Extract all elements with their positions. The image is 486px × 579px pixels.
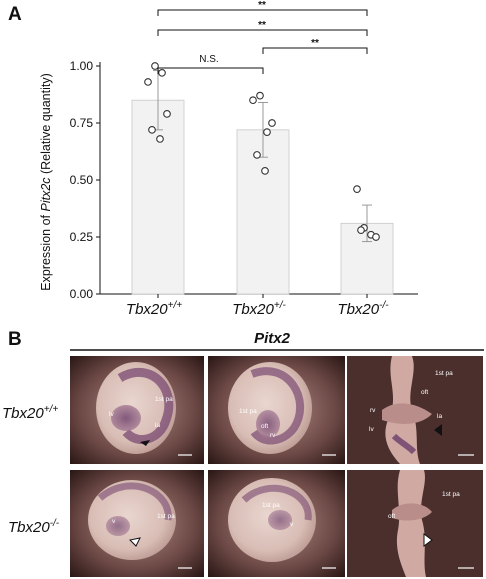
embryo-label: oft (388, 513, 395, 520)
data-point (263, 128, 271, 136)
panel-b-title: Pitx2 (254, 330, 291, 347)
data-point (156, 135, 164, 143)
data-point (357, 226, 365, 235)
significance-bracket (157, 67, 264, 74)
embryo-label: 1st pa (157, 513, 175, 520)
embryo-label: la (437, 413, 442, 420)
significance-label: N.S. (199, 54, 218, 65)
row-label-wt: Tbx20+/+ (2, 404, 58, 422)
data-point (144, 78, 152, 86)
data-point (372, 233, 380, 241)
data-point (148, 125, 156, 134)
x-tick-label: Tbx20-/- (337, 300, 389, 318)
image-wt-right: 1st pa oft rv la lv (347, 356, 483, 464)
embryo-label: v (290, 521, 294, 528)
embryo-label: la (155, 422, 160, 429)
bar-chart: 0.00 0.25 0.50 0.75 1.00 Tbx20+/+ Tbx20+/- Tbx2… (70, 0, 418, 318)
y-tick-label: 0.75 (70, 116, 94, 130)
embryo-label: 1st pa (435, 370, 453, 377)
data-point (151, 62, 159, 70)
image-ko-left: v 1st pa (70, 470, 204, 577)
panel-b-label: B (8, 329, 22, 350)
significance-bracket (157, 29, 368, 36)
significance-bracket (262, 47, 368, 54)
embryo-label: 1st pa (442, 491, 460, 498)
data-point (256, 91, 264, 100)
significance-label: ** (311, 38, 319, 49)
y-tick-label: 1.00 (70, 59, 94, 73)
embryo-label: lv (369, 426, 374, 433)
image-wt-left: lv la 1st pa (70, 356, 204, 464)
embryo-label: rv (270, 432, 276, 439)
significance-label: ** (258, 20, 266, 31)
row-label-ko: Tbx20-/- (8, 518, 60, 536)
embryo-label: lv (109, 411, 114, 418)
embryo-label: v (112, 518, 116, 525)
y-tick-label: 0.25 (70, 230, 94, 244)
significance-label: ** (258, 0, 266, 11)
significance-bracket (157, 9, 368, 16)
embryo-label: rv (370, 407, 376, 414)
embryo-label: oft (421, 389, 428, 396)
data-point (163, 110, 171, 118)
y-tick-label: 0.50 (70, 173, 94, 187)
image-wt-middle: 1st pa oft rv (208, 356, 345, 464)
data-point (353, 185, 361, 193)
data-point (249, 96, 257, 105)
y-tick-label: 0.00 (70, 287, 94, 301)
image-ko-middle: 1st pa v (208, 470, 345, 577)
embryo-label: 1st pa (239, 408, 257, 415)
x-tick-label: Tbx20+/+ (126, 300, 182, 318)
data-point (253, 151, 261, 159)
image-ko-right: 1st pa oft (347, 470, 483, 577)
x-tick-label: Tbx20+/- (232, 300, 286, 318)
data-point (268, 119, 276, 127)
data-point (261, 167, 269, 175)
embryo-label: 1st pa (262, 502, 280, 509)
embryo-label: 1st pa (155, 396, 173, 403)
panel-a-label: A (8, 4, 22, 25)
y-axis-label: Expression of Pitx2c (Relative quantity) (39, 73, 53, 290)
data-point (158, 68, 166, 77)
embryo-label: oft (261, 423, 268, 430)
